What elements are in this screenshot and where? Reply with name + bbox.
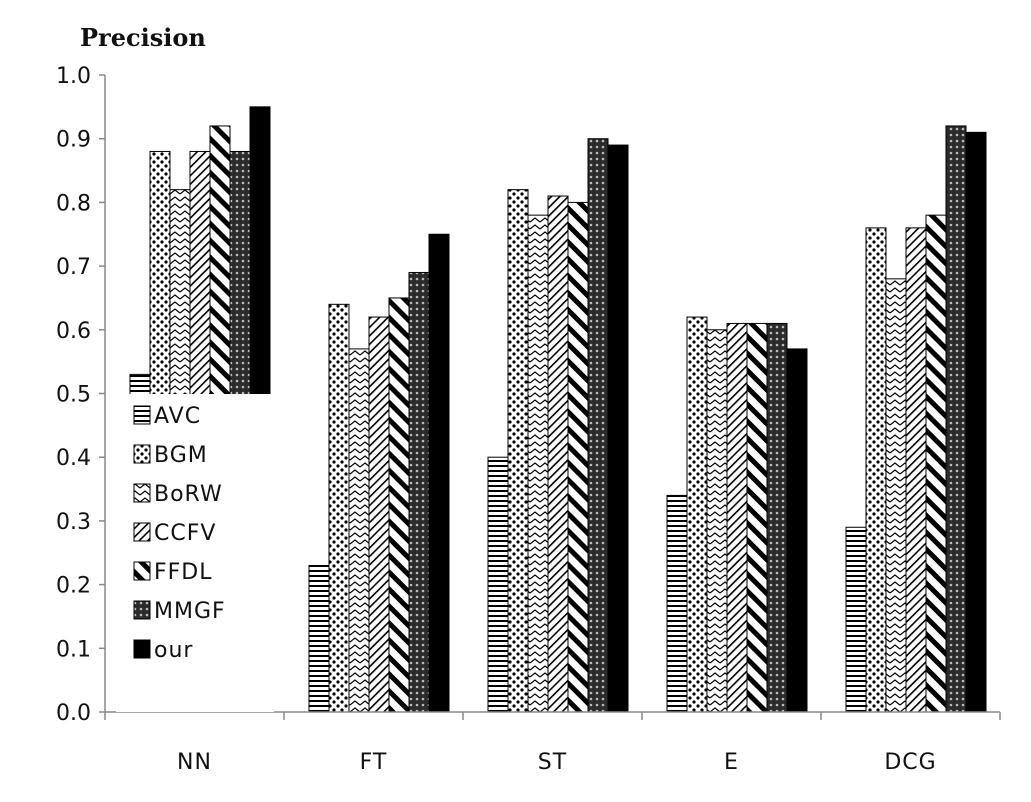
bar-mmgf-e — [766, 322, 788, 713]
y-axis-title: Precision — [80, 23, 206, 52]
y-tick-label: 0.7 — [56, 255, 91, 280]
bar-ffdl-dcg — [925, 214, 947, 713]
legend-label-ffdl: FFDL — [154, 560, 213, 585]
bar-ffdl-st — [567, 201, 589, 713]
bar-mmgf-ft — [408, 271, 430, 713]
y-tick-label: 0.9 — [56, 128, 91, 153]
y-tick-label: 0.4 — [56, 446, 91, 471]
legend-label-mmgf: MMGF — [154, 599, 226, 624]
bar-bgm-e — [686, 316, 708, 713]
legend-swatch-ccfv — [133, 522, 151, 542]
legend-label-borw: BoRW — [154, 482, 223, 507]
y-tick-label: 1.0 — [56, 64, 91, 89]
y-tick-label: 0.1 — [56, 637, 91, 662]
bar-ccfv-e — [726, 322, 748, 713]
bar-our-e — [786, 348, 808, 713]
bar-mmgf-st — [587, 138, 609, 713]
legend-swatch-ffdl — [133, 561, 151, 581]
bar-bgm-ft — [328, 303, 350, 713]
bar-bgm-st — [507, 189, 529, 713]
x-category-label: NN — [177, 750, 212, 775]
y-tick-label: 0.6 — [56, 319, 91, 344]
x-category-label: FT — [360, 750, 388, 775]
bar-avc-e — [666, 494, 688, 713]
x-category-label: ST — [538, 750, 567, 775]
legend-swatch-mmgf — [133, 600, 151, 620]
bar-borw-dcg — [885, 278, 907, 713]
legend-swatch-avc — [133, 405, 151, 425]
y-tick-label: 0.2 — [56, 574, 91, 599]
legend-box — [116, 394, 274, 712]
legend-swatch-bgm — [133, 444, 151, 464]
bar-mmgf-dcg — [945, 125, 967, 713]
bar-ccfv-st — [547, 195, 569, 713]
legend-label-our: our — [154, 638, 193, 663]
bar-avc-st — [487, 456, 509, 713]
bar-ffdl-ft — [388, 297, 410, 713]
bar-ccfv-ft — [368, 316, 390, 713]
bar-our-ft — [428, 233, 450, 713]
y-tick-label: 0.8 — [56, 191, 91, 216]
bar-our-st — [607, 144, 629, 713]
bar-avc-dcg — [845, 526, 867, 713]
legend-swatch-our — [133, 639, 151, 659]
legend-swatch-borw — [133, 483, 151, 503]
bar-ffdl-e — [746, 322, 768, 713]
y-tick-label: 0.5 — [56, 383, 91, 408]
bar-borw-st — [527, 214, 549, 713]
bar-borw-ft — [348, 348, 370, 713]
legend-label-ccfv: CCFV — [154, 521, 216, 546]
legend-label-bgm: BGM — [154, 443, 208, 468]
bar-our-dcg — [965, 131, 987, 713]
y-tick-label: 0.3 — [56, 510, 91, 535]
bar-ccfv-dcg — [905, 227, 927, 713]
bar-bgm-dcg — [865, 227, 887, 713]
x-category-label: E — [724, 750, 739, 775]
bar-avc-ft — [308, 564, 330, 713]
bar-borw-e — [706, 329, 728, 713]
x-category-label: DCG — [884, 750, 936, 775]
y-tick-label: 0.0 — [56, 701, 91, 726]
legend-label-avc: AVC — [154, 404, 201, 429]
